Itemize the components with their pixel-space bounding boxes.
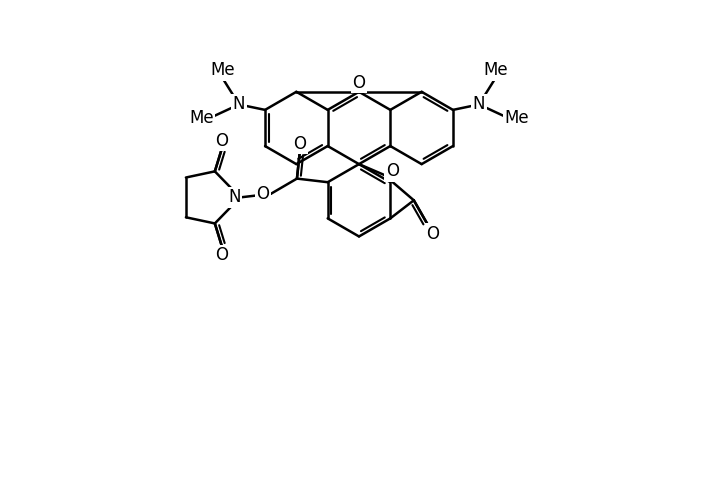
Text: O: O (215, 132, 228, 150)
Text: Me: Me (189, 109, 214, 127)
Text: N: N (472, 95, 485, 113)
Text: O: O (386, 163, 398, 180)
Text: O: O (353, 74, 365, 92)
Text: O: O (215, 246, 228, 264)
Text: O: O (426, 224, 439, 243)
Text: Me: Me (210, 61, 235, 80)
Text: O: O (294, 135, 307, 153)
Text: Me: Me (483, 61, 508, 80)
Text: N: N (233, 95, 246, 113)
Text: N: N (228, 189, 241, 206)
Text: O: O (256, 185, 269, 203)
Text: Me: Me (504, 109, 529, 127)
